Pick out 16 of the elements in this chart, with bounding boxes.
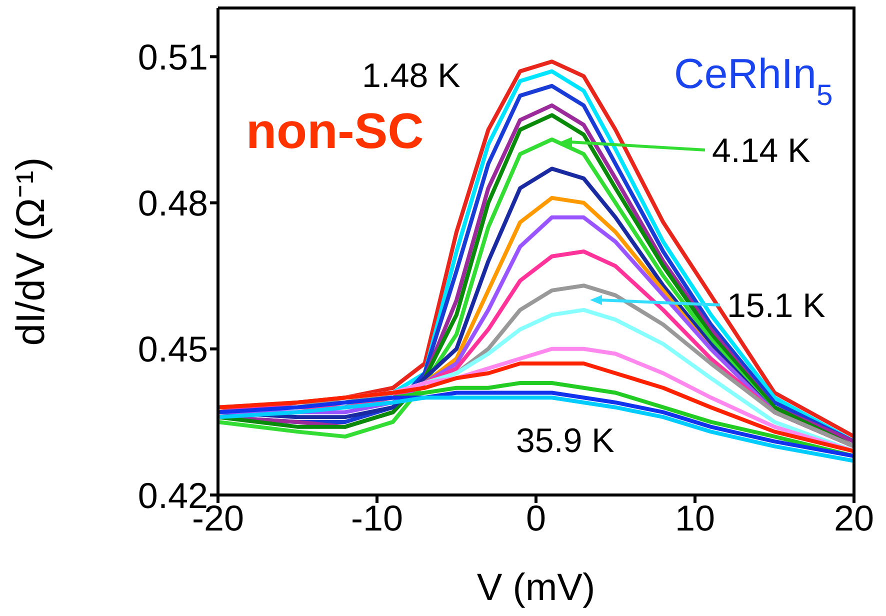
y-tick-label: 0.45 bbox=[138, 328, 208, 370]
annotation: 1.48 K bbox=[362, 57, 461, 95]
line-series bbox=[218, 362, 854, 454]
y-tick-label: 0.48 bbox=[138, 182, 208, 224]
x-tick-label: 10 bbox=[674, 498, 716, 539]
x-axis-title: V (mV) bbox=[476, 567, 596, 609]
annotation: 4.14 K bbox=[712, 132, 811, 170]
y-axis-title: dI/dV (Ω⁻¹) bbox=[9, 157, 54, 346]
annotation: 35.9 K bbox=[516, 422, 615, 460]
x-tick-label: 0 bbox=[526, 498, 546, 539]
y-tick-label: 0.51 bbox=[138, 36, 208, 78]
annotation: CeRhIn$_{5}$ bbox=[674, 50, 833, 112]
annotation: non-SC bbox=[246, 103, 424, 159]
x-tick-label: 20 bbox=[834, 498, 874, 539]
x-tick-label: -10 bbox=[350, 498, 404, 539]
annotation: 15.1 K bbox=[727, 287, 826, 325]
